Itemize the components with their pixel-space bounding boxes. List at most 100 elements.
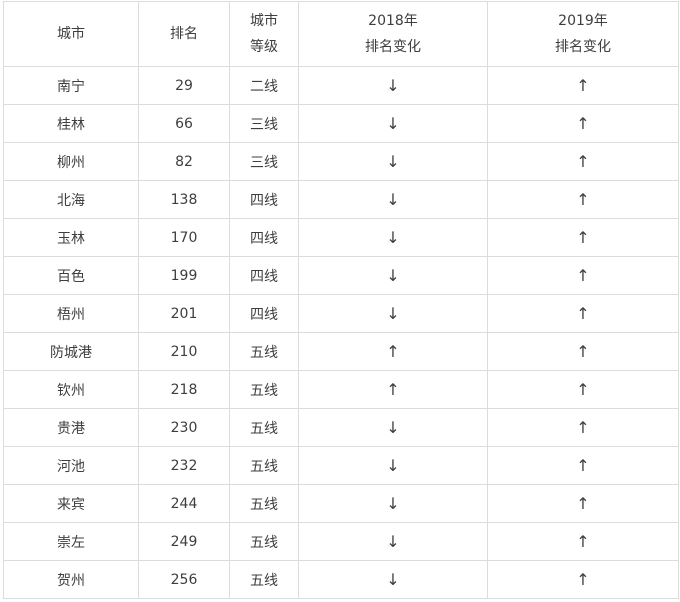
rank-cell: 66 bbox=[138, 104, 230, 143]
city-cell: 梧州 bbox=[3, 294, 139, 333]
table-row: 柳州 82 三线 ↓ ↑ bbox=[3, 142, 679, 181]
change-2018-cell: ↓ bbox=[298, 180, 488, 219]
rank-cell: 232 bbox=[138, 446, 230, 485]
table-row: 贺州 256 五线 ↓ ↑ bbox=[3, 560, 679, 599]
header-line1: 2019年 bbox=[558, 13, 608, 29]
tier-cell: 四线 bbox=[229, 218, 299, 257]
header-line1: 2018年 bbox=[368, 13, 418, 29]
tier-cell: 五线 bbox=[229, 370, 299, 409]
change-2019-cell: ↑ bbox=[487, 560, 679, 599]
change-2018-cell: ↓ bbox=[298, 408, 488, 447]
change-2019-cell: ↑ bbox=[487, 256, 679, 295]
change-2018-cell: ↓ bbox=[298, 66, 488, 105]
city-cell: 来宾 bbox=[3, 484, 139, 523]
table-body: 南宁 29 二线 ↓ ↑ 桂林 66 三线 ↓ ↑ 柳州 82 三线 ↓ ↑ 北海 138 四线 ↓ ↑ 玉林 170 四线… bbox=[3, 66, 679, 599]
city-cell: 桂林 bbox=[3, 104, 139, 143]
rank-cell: 29 bbox=[138, 66, 230, 105]
city-cell: 柳州 bbox=[3, 142, 139, 181]
table-row: 桂林 66 三线 ↓ ↑ bbox=[3, 104, 679, 143]
city-cell: 河池 bbox=[3, 446, 139, 485]
rank-cell: 199 bbox=[138, 256, 230, 295]
table-row: 来宾 244 五线 ↓ ↑ bbox=[3, 484, 679, 523]
rank-cell: 82 bbox=[138, 142, 230, 181]
table-row: 玉林 170 四线 ↓ ↑ bbox=[3, 218, 679, 257]
city-cell: 贵港 bbox=[3, 408, 139, 447]
change-2018-cell: ↓ bbox=[298, 142, 488, 181]
rank-cell: 201 bbox=[138, 294, 230, 333]
header-line2: 等级 bbox=[250, 39, 278, 55]
header-line1: 排名 bbox=[170, 26, 198, 42]
table-row: 防城港 210 五线 ↑ ↑ bbox=[3, 332, 679, 371]
rank-cell: 218 bbox=[138, 370, 230, 409]
table-row: 钦州 218 五线 ↑ ↑ bbox=[3, 370, 679, 409]
change-2019-cell: ↑ bbox=[487, 408, 679, 447]
rank-cell: 138 bbox=[138, 180, 230, 219]
tier-cell: 四线 bbox=[229, 180, 299, 219]
city-cell: 玉林 bbox=[3, 218, 139, 257]
change-2018-cell: ↓ bbox=[298, 104, 488, 143]
tier-cell: 五线 bbox=[229, 522, 299, 561]
change-2018-cell: ↓ bbox=[298, 522, 488, 561]
change-2018-cell: ↓ bbox=[298, 218, 488, 257]
city-cell: 防城港 bbox=[3, 332, 139, 371]
change-2018-cell: ↓ bbox=[298, 446, 488, 485]
change-2018-cell: ↑ bbox=[298, 332, 488, 371]
city-cell: 贺州 bbox=[3, 560, 139, 599]
rank-cell: 249 bbox=[138, 522, 230, 561]
city-ranking-table: 城市 排名 城市 等级 2018年 排名变化 2019年 排名变化 南宁 29 二线 ↓ ↑ 桂林 66 三… bbox=[3, 1, 679, 599]
header-row: 城市 排名 城市 等级 2018年 排名变化 2019年 排名变化 bbox=[3, 1, 679, 67]
header-rank: 排名 bbox=[138, 1, 230, 67]
rank-cell: 210 bbox=[138, 332, 230, 371]
change-2018-cell: ↓ bbox=[298, 294, 488, 333]
city-cell: 南宁 bbox=[3, 66, 139, 105]
header-2019-change: 2019年排名变化 bbox=[487, 1, 679, 67]
change-2019-cell: ↑ bbox=[487, 522, 679, 561]
change-2019-cell: ↑ bbox=[487, 294, 679, 333]
table-row: 北海 138 四线 ↓ ↑ bbox=[3, 180, 679, 219]
tier-cell: 五线 bbox=[229, 446, 299, 485]
tier-cell: 四线 bbox=[229, 256, 299, 295]
rank-cell: 230 bbox=[138, 408, 230, 447]
header-line2: 排名变化 bbox=[365, 39, 421, 55]
tier-cell: 三线 bbox=[229, 104, 299, 143]
tier-cell: 五线 bbox=[229, 408, 299, 447]
tier-cell: 五线 bbox=[229, 484, 299, 523]
change-2019-cell: ↑ bbox=[487, 66, 679, 105]
rank-cell: 256 bbox=[138, 560, 230, 599]
change-2019-cell: ↑ bbox=[487, 142, 679, 181]
table-row: 崇左 249 五线 ↓ ↑ bbox=[3, 522, 679, 561]
tier-cell: 二线 bbox=[229, 66, 299, 105]
header-city: 城市 bbox=[3, 1, 139, 67]
header-2018-change: 2018年排名变化 bbox=[298, 1, 488, 67]
change-2019-cell: ↑ bbox=[487, 446, 679, 485]
change-2019-cell: ↑ bbox=[487, 104, 679, 143]
table-row: 南宁 29 二线 ↓ ↑ bbox=[3, 66, 679, 105]
table-row: 贵港 230 五线 ↓ ↑ bbox=[3, 408, 679, 447]
rank-cell: 170 bbox=[138, 218, 230, 257]
change-2019-cell: ↑ bbox=[487, 370, 679, 409]
header-line1: 城市 bbox=[250, 13, 278, 29]
city-cell: 北海 bbox=[3, 180, 139, 219]
table-row: 河池 232 五线 ↓ ↑ bbox=[3, 446, 679, 485]
city-cell: 崇左 bbox=[3, 522, 139, 561]
change-2018-cell: ↓ bbox=[298, 484, 488, 523]
rank-cell: 244 bbox=[138, 484, 230, 523]
change-2018-cell: ↓ bbox=[298, 560, 488, 599]
tier-cell: 三线 bbox=[229, 142, 299, 181]
header-line1: 城市 bbox=[57, 26, 85, 42]
header-tier: 城市 等级 bbox=[229, 1, 299, 67]
city-cell: 百色 bbox=[3, 256, 139, 295]
table-row: 梧州 201 四线 ↓ ↑ bbox=[3, 294, 679, 333]
tier-cell: 五线 bbox=[229, 560, 299, 599]
header-line2: 排名变化 bbox=[555, 39, 611, 55]
change-2018-cell: ↑ bbox=[298, 370, 488, 409]
city-cell: 钦州 bbox=[3, 370, 139, 409]
change-2019-cell: ↑ bbox=[487, 218, 679, 257]
change-2019-cell: ↑ bbox=[487, 332, 679, 371]
change-2019-cell: ↑ bbox=[487, 180, 679, 219]
change-2019-cell: ↑ bbox=[487, 484, 679, 523]
change-2018-cell: ↓ bbox=[298, 256, 488, 295]
tier-cell: 四线 bbox=[229, 294, 299, 333]
table-row: 百色 199 四线 ↓ ↑ bbox=[3, 256, 679, 295]
tier-cell: 五线 bbox=[229, 332, 299, 371]
